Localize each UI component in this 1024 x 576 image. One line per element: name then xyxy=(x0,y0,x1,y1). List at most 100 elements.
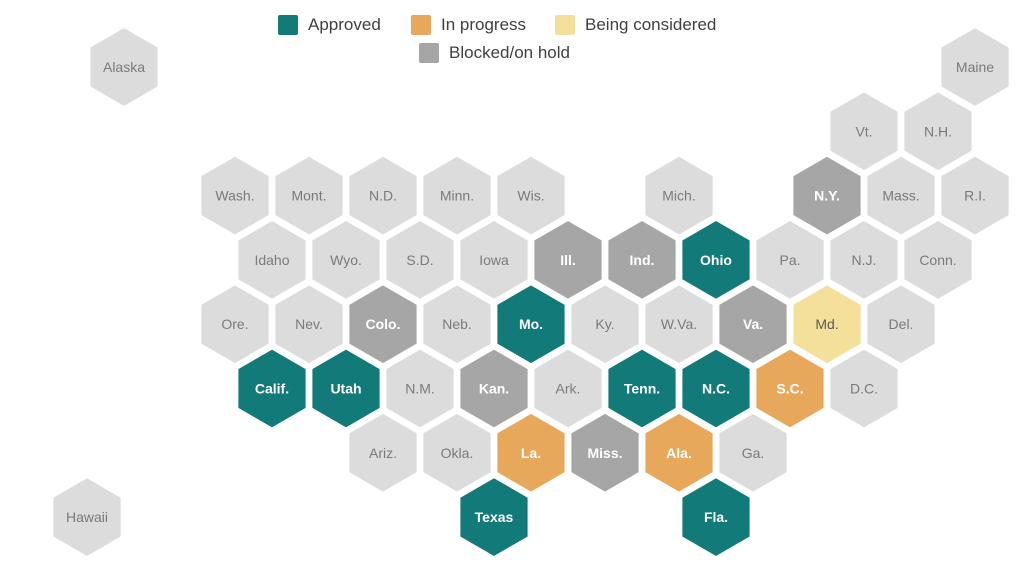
state-tile-kan: Kan. xyxy=(458,347,530,430)
state-hex-r-i xyxy=(939,154,1011,237)
state-hex-n-j xyxy=(828,218,900,302)
state-hex-fla xyxy=(680,475,752,559)
legend-item-approved: Approved xyxy=(278,12,381,38)
state-label-mass: Mass. xyxy=(882,188,919,204)
state-tile-miss: Miss. xyxy=(569,411,641,494)
state-tile-mass: Mass. xyxy=(865,154,937,237)
state-tile-ga: Ga. xyxy=(717,411,789,494)
state-hex-nev xyxy=(273,283,345,366)
legend: Approved In progress Being considered Bl… xyxy=(0,0,1024,70)
state-tile-va: Va. xyxy=(717,283,789,366)
state-hex-utah xyxy=(310,347,382,430)
state-tile-n-m: N.M. xyxy=(384,347,456,430)
state-hex-vt xyxy=(828,90,900,173)
state-label-calif: Calif. xyxy=(255,381,289,397)
state-hex-mo xyxy=(495,283,567,366)
state-tile-nev: Nev. xyxy=(273,283,345,366)
legend-label-being-considered: Being considered xyxy=(585,15,717,34)
state-label-s-c: S.C. xyxy=(776,381,803,397)
state-label-texas: Texas xyxy=(475,509,514,525)
state-label-ariz: Ariz. xyxy=(369,445,397,461)
state-label-ga: Ga. xyxy=(742,445,765,461)
state-hex-n-y xyxy=(791,154,863,237)
state-tile-ala: Ala. xyxy=(643,411,715,494)
state-label-hawaii: Hawaii xyxy=(66,509,108,525)
state-hex-wyo xyxy=(310,218,382,302)
state-hex-mass xyxy=(865,154,937,237)
state-hex-minn xyxy=(421,154,493,237)
state-label-la: La. xyxy=(521,445,541,461)
state-tile-w-va: W.Va. xyxy=(643,283,715,366)
state-label-mo: Mo. xyxy=(519,316,543,332)
state-label-miss: Miss. xyxy=(587,445,622,461)
legend-swatch-in-progress xyxy=(411,15,431,35)
state-label-n-j: N.J. xyxy=(852,252,877,268)
state-hex-ill xyxy=(532,218,604,302)
state-hex-ohio xyxy=(680,218,752,302)
state-tile-ky: Ky. xyxy=(569,283,641,366)
state-hex-pa xyxy=(754,218,826,302)
state-tile-texas: Texas xyxy=(458,475,530,559)
state-label-ky: Ky. xyxy=(595,316,614,332)
legend-item-blocked: Blocked/on hold xyxy=(419,40,570,66)
state-tile-wash: Wash. xyxy=(199,154,271,237)
state-label-va: Va. xyxy=(743,316,763,332)
state-tile-ill: Ill. xyxy=(532,218,604,302)
state-label-vt: Vt. xyxy=(855,123,872,139)
state-tile-del: Del. xyxy=(865,283,937,366)
state-label-nev: Nev. xyxy=(295,316,323,332)
state-tile-md: Md. xyxy=(791,283,863,366)
state-tile-utah: Utah xyxy=(310,347,382,430)
state-hex-colo xyxy=(347,283,419,366)
state-hex-mont xyxy=(273,154,345,237)
state-tile-ore: Ore. xyxy=(199,283,271,366)
state-tile-wyo: Wyo. xyxy=(310,218,382,302)
state-hex-okla xyxy=(421,411,493,494)
state-label-minn: Minn. xyxy=(440,188,474,204)
state-label-ind: Ind. xyxy=(630,252,655,268)
state-tile-neb: Neb. xyxy=(421,283,493,366)
state-label-fla: Fla. xyxy=(704,509,728,525)
state-tile-mo: Mo. xyxy=(495,283,567,366)
state-hex-calif xyxy=(236,347,308,430)
state-tile-wis: Wis. xyxy=(495,154,567,237)
state-hex-md xyxy=(791,283,863,366)
state-hex-va xyxy=(717,283,789,366)
state-hex-s-c xyxy=(754,347,826,430)
state-label-utah: Utah xyxy=(330,381,361,397)
state-hex-kan xyxy=(458,347,530,430)
state-label-n-h: N.H. xyxy=(924,123,952,139)
state-label-mont: Mont. xyxy=(291,188,326,204)
state-hex-texas xyxy=(458,475,530,559)
state-label-kan: Kan. xyxy=(479,381,509,397)
state-tile-maine: Maine xyxy=(939,25,1011,109)
state-hex-s-d xyxy=(384,218,456,302)
state-tile-alaska: Alaska xyxy=(88,25,160,109)
state-hex-w-va xyxy=(643,283,715,366)
state-tile-ark: Ark. xyxy=(532,347,604,430)
state-tile-ind: Ind. xyxy=(606,218,678,302)
state-hex-ala xyxy=(643,411,715,494)
state-label-ohio: Ohio xyxy=(700,252,732,268)
state-hex-ark xyxy=(532,347,604,430)
state-label-idaho: Idaho xyxy=(254,252,289,268)
state-label-maine: Maine xyxy=(956,59,994,75)
state-tile-okla: Okla. xyxy=(421,411,493,494)
state-tile-ariz: Ariz. xyxy=(347,411,419,494)
state-tile-idaho: Idaho xyxy=(236,218,308,302)
state-label-tenn: Tenn. xyxy=(624,381,660,397)
state-tile-minn: Minn. xyxy=(421,154,493,237)
state-hex-tenn xyxy=(606,347,678,430)
state-hex-n-m xyxy=(384,347,456,430)
state-tile-tenn: Tenn. xyxy=(606,347,678,430)
state-tile-la: La. xyxy=(495,411,567,494)
state-label-colo: Colo. xyxy=(366,316,401,332)
state-hex-del xyxy=(865,283,937,366)
state-hex-alaska xyxy=(88,25,160,109)
state-hex-maine xyxy=(939,25,1011,109)
state-tile-mont: Mont. xyxy=(273,154,345,237)
state-label-ill: Ill. xyxy=(560,252,576,268)
legend-label-in-progress: In progress xyxy=(441,15,527,34)
state-tile-vt: Vt. xyxy=(828,90,900,173)
